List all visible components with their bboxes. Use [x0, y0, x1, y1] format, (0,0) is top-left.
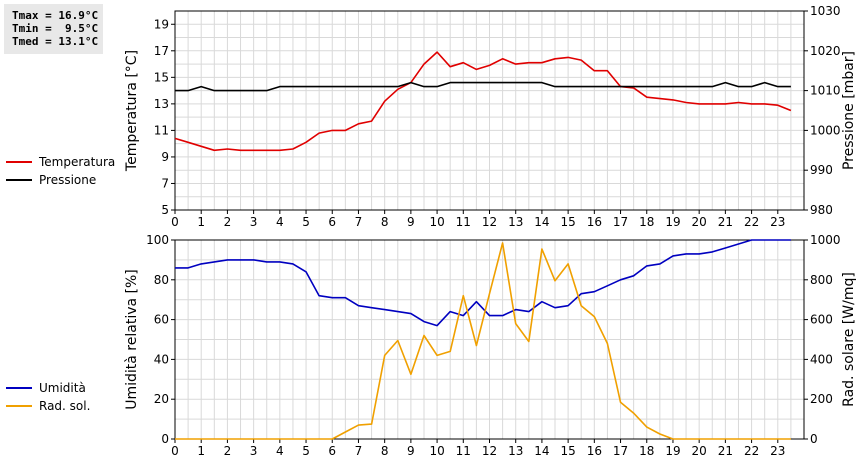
x-tick-label: 18 [639, 215, 654, 229]
x-tick-label: 5 [302, 215, 310, 229]
x-tick-label: 10 [429, 215, 444, 229]
x-tick-label: 4 [276, 215, 284, 229]
x-tick-label: 11 [456, 215, 471, 229]
x-tick-label: 23 [770, 444, 785, 458]
y-right-tick-label: 800 [810, 273, 833, 287]
x-tick-label: 6 [328, 444, 336, 458]
x-tick-label: 12 [482, 215, 497, 229]
x-tick-label: 9 [407, 215, 415, 229]
series-line-rad-sol [175, 242, 791, 440]
x-tick-label: 4 [276, 444, 284, 458]
y-left-tick-label: 100 [146, 233, 169, 247]
x-tick-label: 13 [508, 215, 523, 229]
y-right-tick-label: 200 [810, 392, 833, 406]
x-tick-label: 15 [560, 215, 575, 229]
x-tick-label: 22 [744, 444, 759, 458]
x-tick-label: 20 [692, 215, 707, 229]
x-tick-label: 1 [197, 215, 205, 229]
y-right-axis-title: Pressione [mbar] [841, 51, 857, 170]
y-right-tick-label: 1030 [810, 4, 841, 18]
x-tick-label: 14 [534, 215, 549, 229]
x-tick-label: 12 [482, 444, 497, 458]
x-tick-label: 2 [224, 444, 232, 458]
x-tick-label: 15 [560, 444, 575, 458]
y-left-tick-label: 7 [161, 176, 169, 190]
y-right-tick-label: 1000 [810, 123, 841, 137]
x-tick-label: 17 [613, 215, 628, 229]
x-tick-label: 20 [692, 444, 707, 458]
y-left-tick-label: 17 [154, 44, 169, 58]
x-tick-label: 8 [381, 444, 389, 458]
x-tick-label: 0 [171, 444, 179, 458]
x-tick-label: 19 [665, 444, 680, 458]
x-tick-label: 7 [355, 444, 363, 458]
legend-swatch-solar [6, 405, 32, 407]
y-right-tick-label: 400 [810, 352, 833, 366]
y-left-tick-label: 15 [154, 70, 169, 84]
y-right-axis-title: Rad. solare [W/mq] [841, 272, 857, 407]
y-right-tick-label: 1000 [810, 233, 841, 247]
x-tick-label: 18 [639, 444, 654, 458]
x-tick-label: 21 [718, 215, 733, 229]
x-tick-label: 16 [587, 215, 602, 229]
y-right-tick-label: 600 [810, 313, 833, 327]
y-right-tick-label: 1010 [810, 84, 841, 98]
y-left-tick-label: 5 [161, 203, 169, 217]
y-left-tick-label: 20 [154, 392, 169, 406]
y-left-axis-title: Temperatura [°C] [124, 50, 140, 172]
y-left-tick-label: 0 [161, 432, 169, 446]
y-left-axis-title: Umidità relativa [%] [124, 269, 140, 410]
x-tick-label: 7 [355, 215, 363, 229]
y-left-tick-label: 11 [154, 123, 169, 137]
x-tick-label: 3 [250, 215, 258, 229]
stats-box: Tmax = 16.9°C Tmin = 9.5°C Tmed = 13.1°C [4, 4, 103, 54]
series-line-temperatura [174, 51, 792, 152]
chart-1: 0 1 2 3 4 5 6 7 8 9 10 11 12 13 14 15 16 17 18 19 20 21 22 2302… [124, 233, 857, 458]
y-right-tick-label: 0 [810, 432, 818, 446]
chart-0: 0 1 2 3 4 5 6 7 8 9 10 11 12 13 14 15 16 17 18 19 20 21 22 2357… [124, 4, 857, 229]
stat-tmin: Tmin = 9.5°C [12, 22, 99, 35]
y-left-tick-label: 9 [161, 150, 169, 164]
legend-label-temperature: Temperatura [39, 155, 116, 169]
x-tick-label: 10 [429, 444, 444, 458]
y-left-tick-label: 40 [154, 352, 169, 366]
series-line-pressione [175, 81, 791, 92]
y-right-tick-label: 1020 [810, 44, 841, 58]
y-right-tick-label: 990 [810, 163, 833, 177]
x-tick-label: 13 [508, 444, 523, 458]
stat-tmax: Tmax = 16.9°C [12, 9, 99, 22]
x-tick-label: 21 [718, 444, 733, 458]
series-line-umidit [175, 239, 791, 327]
x-tick-label: 5 [302, 444, 310, 458]
legend-swatch-pressure [6, 179, 32, 181]
legend-label-humidity: Umidità [39, 381, 86, 395]
y-right-tick-label: 980 [810, 203, 833, 217]
x-tick-label: 16 [587, 444, 602, 458]
x-tick-label: 19 [665, 215, 680, 229]
y-left-tick-label: 13 [154, 97, 169, 111]
y-left-tick-label: 60 [154, 313, 169, 327]
x-tick-label: 0 [171, 215, 179, 229]
x-tick-label: 11 [456, 444, 471, 458]
x-tick-label: 17 [613, 444, 628, 458]
x-tick-label: 14 [534, 444, 549, 458]
x-tick-label: 1 [197, 444, 205, 458]
x-tick-label: 8 [381, 215, 389, 229]
y-left-tick-label: 19 [154, 17, 169, 31]
legend-swatch-temperature [6, 161, 32, 163]
x-tick-label: 6 [328, 215, 336, 229]
x-tick-label: 23 [770, 215, 785, 229]
x-tick-label: 9 [407, 444, 415, 458]
stat-tmed: Tmed = 13.1°C [12, 35, 99, 48]
x-tick-label: 22 [744, 215, 759, 229]
legend-label-pressure: Pressione [39, 173, 97, 187]
x-tick-label: 3 [250, 444, 258, 458]
x-tick-label: 2 [224, 215, 232, 229]
legend-label-solar: Rad. sol. [39, 399, 91, 413]
legend-swatch-humidity [6, 387, 32, 389]
y-left-tick-label: 80 [154, 273, 169, 287]
